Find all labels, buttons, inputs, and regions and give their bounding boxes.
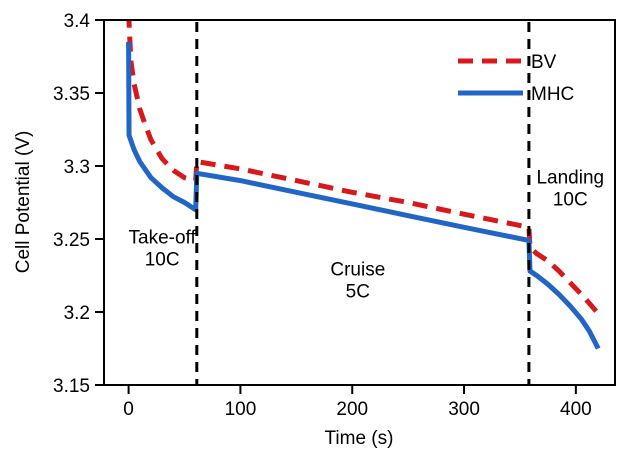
series-layer (126, 20, 601, 350)
y-tick-label: 3.2 (64, 303, 90, 324)
y-axis-title: Cell Potential (V) (13, 131, 34, 274)
annotation-landing-line-1: Landing (536, 168, 604, 189)
y-tick-label: 3.25 (53, 230, 90, 251)
x-tick-label: 300 (448, 399, 480, 420)
x-axis-title: Time (s) (325, 428, 394, 449)
plot-frame (103, 19, 616, 386)
y-tick-label: 3.3 (64, 157, 90, 178)
annotation-landing-line-2: 10C (553, 189, 588, 210)
legend-label-mhc: MHC (531, 84, 574, 105)
phase-boundaries (195, 22, 531, 384)
annotation-cruise-line-1: Cruise (330, 260, 385, 281)
legend: BV MHC (458, 52, 574, 105)
x-tick-label: 200 (336, 399, 368, 420)
y-tick-label: 3.4 (64, 11, 91, 32)
x-tick-label: 0 (123, 399, 134, 420)
x-tick-label: 100 (225, 399, 257, 420)
y-tick-label: 3.35 (53, 84, 90, 105)
annotation-take-off-line-2: 10C (145, 249, 180, 270)
legend-label-bv: BV (531, 52, 557, 73)
axis-ticks: 0 100 200 300 400 3.15 3.2 3.25 3.3 3.35 3.4 (53, 11, 592, 420)
annotation-cruise-line-2: 5C (346, 281, 370, 302)
annotation-take-off-line-1: Take-off (129, 227, 197, 248)
x-tick-label: 400 (560, 399, 592, 420)
series-line-mhc (126, 41, 601, 350)
series-line-bv (126, 20, 601, 316)
y-tick-label: 3.15 (53, 376, 90, 397)
